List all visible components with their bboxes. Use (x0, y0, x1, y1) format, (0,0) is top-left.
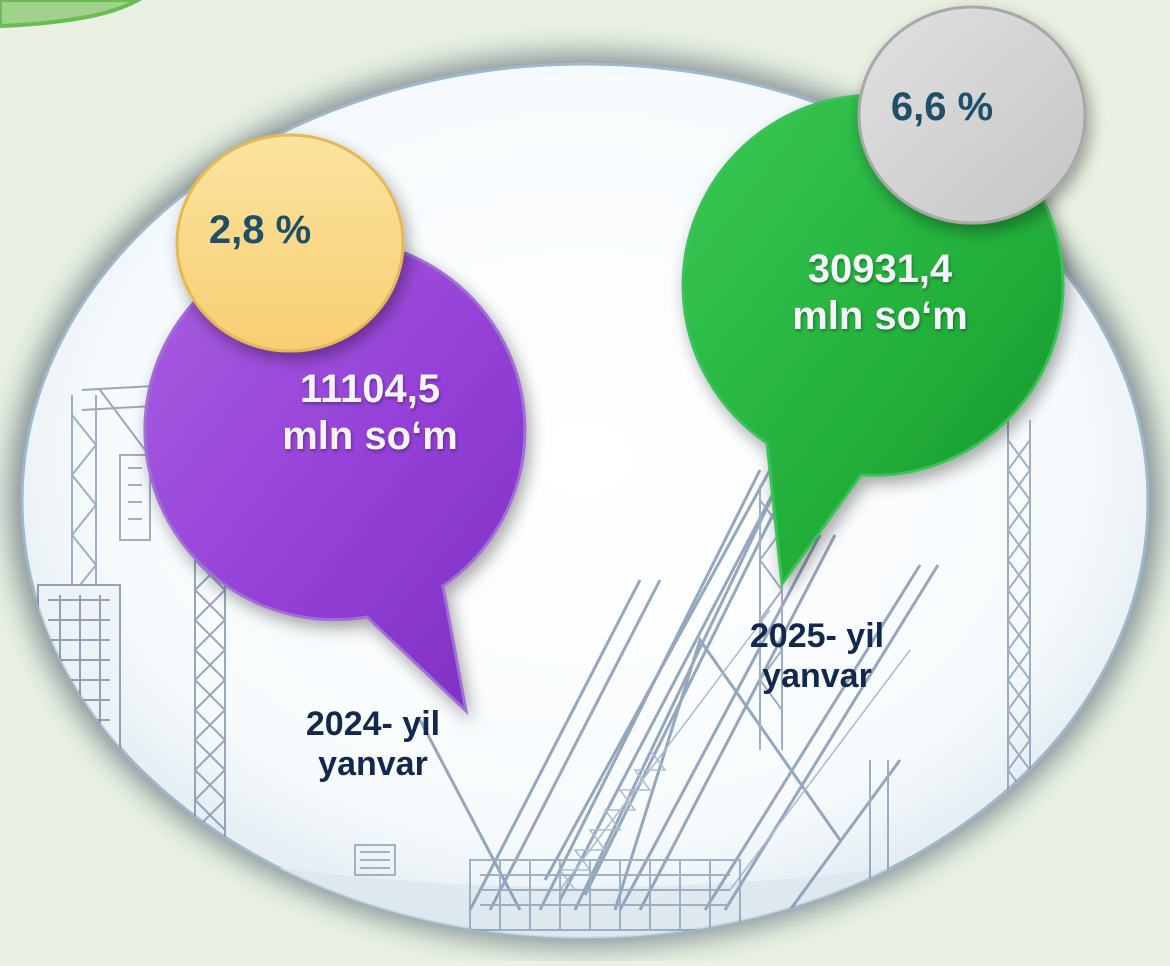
value-2024-amount: 11104,5 (299, 367, 441, 411)
value-2025-unit: mln so‘m (792, 293, 968, 338)
growth-badge-2024 (175, 133, 405, 353)
year-2024-line2: yanvar (318, 744, 428, 783)
growth-2024-text: 2,8 % (208, 208, 312, 252)
growth-badge-2025 (857, 5, 1087, 225)
year-2025-label: 2025- yil yanvar (712, 617, 922, 697)
value-2024-unit: mln so‘m (282, 413, 458, 458)
corner-decoration (0, 0, 143, 29)
value-2024-block: 11104,5 mln so‘m (240, 366, 500, 460)
year-2025-line1: 2025- yil (749, 617, 885, 655)
value-2025-amount: 30931,4 (807, 247, 953, 291)
year-2025-line2: yanvar (762, 656, 872, 695)
growth-2025-text: 6,6 % (890, 85, 994, 129)
year-2024-label: 2024- yil yanvar (268, 705, 478, 785)
year-2024-line1: 2024- yil (305, 705, 441, 743)
value-2025-block: 30931,4 mln so‘m (745, 246, 1015, 340)
